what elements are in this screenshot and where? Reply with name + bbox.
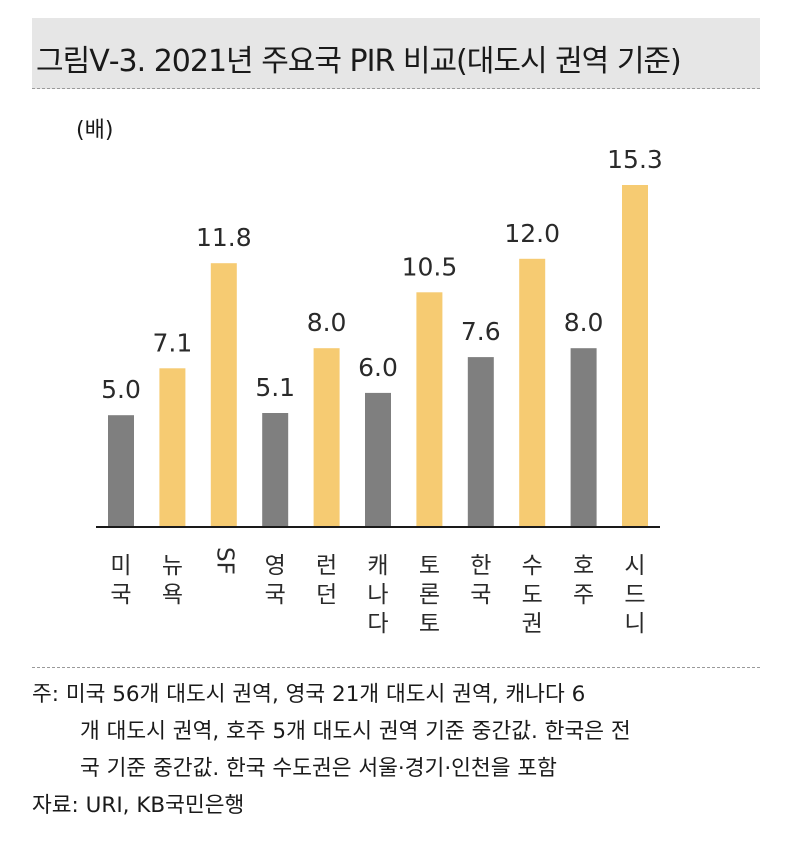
value-labels-group: 5.0 7.1 11.8 5.1 8.0 6.0 10.5 7.6 12.0 8.0 15.3 [101,145,663,404]
y-axis-unit-label: (배) [76,118,114,143]
bar-7 [467,357,494,527]
chart-title: 그림Ⅴ-3. 2021년 주요국 PIR 비교(대도시 권역 기준) [36,44,682,79]
value-label-2: 11.8 [196,223,252,252]
title-bar: 그림Ⅴ-3. 2021년 주요국 PIR 비교(대도시 권역 기준) [32,18,760,89]
category-label-2: SF [211,547,237,575]
bar-0 [108,415,134,527]
bar-4 [313,348,340,527]
notes-divider [32,667,760,668]
value-label-7: 7.6 [461,317,501,346]
bar-1 [159,368,186,527]
value-label-0: 5.0 [101,375,141,404]
value-label-1: 7.1 [153,328,193,357]
value-label-8: 12.0 [504,219,560,248]
source-line: 자료: URI, KB국민은행 [32,793,245,818]
bar-5 [365,392,391,527]
bar-10 [622,185,648,527]
note-line-2: 개 대도시 권역, 호주 5개 대도시 권역 기준 중간값. 한국은 전 [80,719,631,744]
value-label-5: 6.0 [358,353,398,382]
value-label-4: 8.0 [307,308,347,337]
category-labels-group: 미 국 뉴 욕 SF 영 국 런 던 캐 나 다 토 론 토 한 국 수 도 권 호 주 시 드 니 [110,547,645,637]
bar-3 [262,413,289,527]
value-label-3: 5.1 [255,373,295,402]
notes-block: 주: 미국 56개 대도시 권역, 영국 21개 대도시 권역, 캐나다 6 개… [32,676,767,824]
bar-9 [570,348,597,527]
value-label-9: 8.0 [564,308,604,337]
value-label-10: 15.3 [607,145,663,174]
bar-8 [519,258,546,527]
note-line-3: 국 기준 중간값. 한국 수도권은 서울·경기·인천을 포함 [80,756,557,781]
bars-group [108,185,648,527]
value-label-6: 10.5 [402,252,458,281]
note-line-1: 주: 미국 56개 대도시 권역, 영국 21개 대도시 권역, 캐나다 6 [32,682,586,707]
bar-6 [416,292,443,527]
bar-2 [210,263,237,527]
